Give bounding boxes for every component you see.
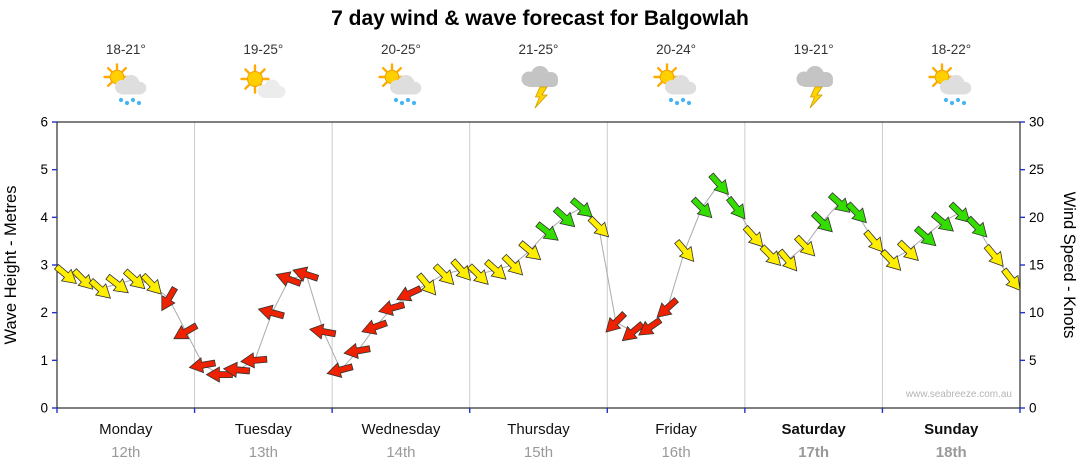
right-tick-label: 30 bbox=[1029, 115, 1044, 130]
wind-arrow bbox=[845, 201, 867, 224]
wind-arrow bbox=[326, 362, 354, 378]
wind-arrow bbox=[827, 192, 851, 213]
right-tick-label: 5 bbox=[1029, 353, 1037, 368]
wind-arrow bbox=[552, 206, 576, 228]
left-tick-label: 6 bbox=[40, 115, 48, 130]
date-label: 15th bbox=[524, 444, 553, 461]
wind-arrow bbox=[605, 311, 628, 333]
wind-arrow bbox=[140, 272, 162, 295]
wind-arrow bbox=[879, 248, 902, 271]
wind-arrow bbox=[863, 229, 884, 253]
wind-arrow bbox=[896, 239, 919, 261]
wind-arrow bbox=[484, 258, 507, 280]
wind-arrow bbox=[759, 244, 782, 266]
date-label: 16th bbox=[661, 444, 690, 461]
wind-arrow bbox=[742, 224, 764, 248]
wind-arrow bbox=[292, 266, 320, 283]
wind-arrow bbox=[948, 201, 971, 223]
right-tick-label: 15 bbox=[1029, 258, 1044, 273]
day-label: Wednesday bbox=[361, 421, 440, 438]
wind-arrow bbox=[501, 253, 524, 276]
wind-arrow bbox=[725, 195, 746, 220]
wind-arrow bbox=[173, 322, 199, 340]
wind-arrow bbox=[343, 342, 371, 359]
right-tick-label: 0 bbox=[1029, 401, 1037, 416]
right-axis-title: Wind Speed - Knots bbox=[1060, 192, 1078, 339]
wind-arrow bbox=[105, 273, 129, 294]
left-tick-label: 3 bbox=[40, 258, 48, 273]
wind-arrow bbox=[240, 352, 268, 369]
wind-arrow bbox=[222, 361, 251, 379]
day-label: Tuesday bbox=[235, 421, 292, 438]
left-axis-title: Wave Height - Metres bbox=[2, 186, 20, 345]
wind-arrow bbox=[396, 285, 423, 302]
wind-arrow bbox=[450, 258, 472, 281]
date-label: 12th bbox=[111, 444, 140, 461]
wind-trend-line bbox=[65, 183, 1012, 376]
wind-arrow bbox=[656, 297, 679, 318]
wind-arrow bbox=[71, 268, 94, 290]
left-tick-label: 4 bbox=[40, 210, 48, 225]
wind-arrow bbox=[690, 196, 713, 219]
left-tick-label: 1 bbox=[40, 353, 48, 368]
right-tick-label: 20 bbox=[1029, 210, 1044, 225]
wind-arrow bbox=[378, 300, 406, 316]
wind-arrow bbox=[432, 263, 455, 285]
wind-arrow bbox=[53, 263, 77, 285]
watermark: www.seabreeze.com.au bbox=[905, 389, 1012, 400]
date-label: 14th bbox=[386, 444, 415, 461]
wind-arrow bbox=[930, 211, 954, 232]
wind-arrow bbox=[638, 317, 663, 336]
wind-arrow bbox=[275, 271, 303, 287]
wind-arrow bbox=[257, 304, 285, 321]
wind-arrow bbox=[188, 357, 217, 374]
wind-arrow bbox=[361, 319, 388, 335]
left-tick-label: 0 bbox=[40, 401, 48, 416]
left-tick-label: 2 bbox=[40, 305, 48, 320]
wind-arrow bbox=[810, 211, 833, 233]
wind-arrow bbox=[467, 263, 489, 285]
right-tick-label: 10 bbox=[1029, 305, 1044, 320]
wind-arrow bbox=[965, 215, 988, 238]
wind-arrow bbox=[161, 285, 178, 312]
date-label: 13th bbox=[249, 444, 278, 461]
wind-arrow bbox=[793, 234, 816, 257]
wind-arrow bbox=[777, 248, 798, 272]
wind-arrow bbox=[708, 172, 730, 195]
page-title: 7 day wind & wave forecast for Balgowlah bbox=[331, 7, 749, 30]
day-label: Sunday bbox=[924, 421, 979, 438]
wind-arrow bbox=[587, 215, 610, 238]
wind-arrow bbox=[122, 268, 146, 290]
day-label: Friday bbox=[655, 421, 697, 438]
wind-arrow bbox=[1001, 267, 1021, 291]
wind-arrow bbox=[308, 323, 337, 340]
wind-arrow bbox=[569, 197, 593, 218]
date-label: 17th bbox=[798, 444, 829, 461]
wind-arrow bbox=[621, 321, 645, 342]
right-tick-label: 25 bbox=[1029, 162, 1044, 177]
date-label: 18th bbox=[936, 444, 967, 461]
wind-arrow bbox=[535, 221, 559, 241]
day-label: Thursday bbox=[507, 421, 570, 438]
day-label: Monday bbox=[99, 421, 153, 438]
wind-arrow bbox=[88, 277, 111, 299]
wind-arrow bbox=[674, 239, 695, 263]
day-label: Saturday bbox=[782, 421, 847, 438]
wind-arrow bbox=[913, 225, 937, 247]
wind-arrow bbox=[983, 243, 1004, 267]
wind-arrow bbox=[416, 272, 437, 296]
wind-arrow bbox=[518, 240, 542, 261]
left-tick-label: 5 bbox=[40, 162, 48, 177]
